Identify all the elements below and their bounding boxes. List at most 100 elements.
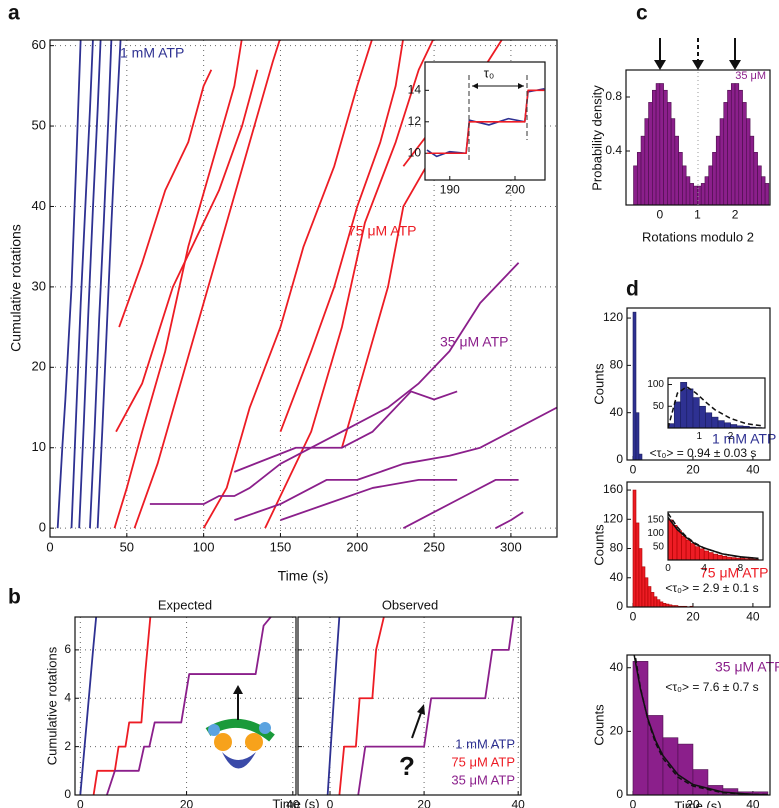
frame xyxy=(626,654,771,796)
annotation: τ₀ xyxy=(484,65,495,80)
y-axis-label: Counts xyxy=(591,524,606,566)
bar xyxy=(757,165,762,205)
trace xyxy=(70,40,94,529)
trace xyxy=(89,40,113,529)
x-tick-label: 0 xyxy=(656,207,663,221)
y-tick-label: 2 xyxy=(64,739,71,753)
y-axis-label: Cumulative rotations xyxy=(8,224,24,352)
trace xyxy=(234,406,557,521)
bar xyxy=(708,552,714,560)
y-tick-label: 40 xyxy=(610,660,624,674)
x-tick-label: 0 xyxy=(77,797,84,808)
x-tick-label: 0 xyxy=(327,797,334,808)
bar xyxy=(632,311,637,460)
chart: 0 20 40 0 2 4 6 Expected Time (s) Cumulative rota… xyxy=(44,597,319,808)
x-tick-label: 20 xyxy=(417,797,431,808)
y-tick-label: 50 xyxy=(653,541,665,552)
chart: 1 2 50 100 xyxy=(647,377,766,442)
bar xyxy=(638,453,643,460)
annotation: ? xyxy=(399,751,415,781)
bar xyxy=(698,405,706,428)
trace xyxy=(402,479,519,529)
bar xyxy=(727,89,732,205)
chart-title: Expected xyxy=(158,597,212,612)
y-tick-label: 120 xyxy=(603,310,623,324)
motor-cartoon xyxy=(205,685,275,769)
frame xyxy=(626,307,771,461)
x-axis-label: Rotations modulo 2 xyxy=(642,229,754,244)
trace xyxy=(279,40,404,432)
annotation: <τ₀> = 0.94 ± 0.03 s xyxy=(650,446,757,460)
bar xyxy=(694,546,700,560)
bar xyxy=(676,530,682,560)
panel-label: b xyxy=(8,586,21,609)
chart-title: Observed xyxy=(382,597,438,612)
frame xyxy=(667,377,766,429)
x-tick-label: 2 xyxy=(732,207,739,221)
bar xyxy=(693,185,698,205)
x-tick-label: 50 xyxy=(120,539,134,554)
bar xyxy=(753,152,758,205)
bar xyxy=(761,176,766,205)
x-tick-label: 20 xyxy=(686,797,700,808)
trace xyxy=(78,40,102,529)
y-tick-label: 150 xyxy=(647,515,664,526)
x-tick-label: 4 xyxy=(701,563,707,574)
bar xyxy=(640,135,646,205)
bar xyxy=(682,165,687,205)
x-tick-label: 8 xyxy=(738,563,744,574)
bar xyxy=(674,135,679,205)
y-tick-label: 0 xyxy=(64,787,71,801)
x-tick-label: 20 xyxy=(180,797,194,808)
y-tick-label: 50 xyxy=(32,117,46,132)
x-tick-label: 20 xyxy=(686,462,700,476)
y-tick-label: 60 xyxy=(32,37,46,52)
bar xyxy=(632,489,637,607)
legend-label: 35 μM ATP xyxy=(451,772,515,787)
x-tick-label: 200 xyxy=(346,539,368,554)
y-tick-label: 0 xyxy=(616,599,623,613)
x-tick-label: 40 xyxy=(746,797,760,808)
bar xyxy=(652,89,657,205)
x-tick-label: 1 xyxy=(697,431,703,442)
x-tick-label: 40 xyxy=(286,797,300,808)
y-tick-label: 0 xyxy=(616,787,623,801)
y-tick-label: 40 xyxy=(610,405,624,419)
trace xyxy=(338,617,385,795)
trace xyxy=(106,617,272,795)
fit-curve xyxy=(633,655,768,795)
chart: 0 20 40 1 mM ATP 75 μM ATP 35 μM ATP Observed? xyxy=(297,597,525,808)
bar xyxy=(749,135,755,205)
bar xyxy=(672,525,678,560)
trace xyxy=(79,617,98,795)
bar xyxy=(705,412,713,428)
trace xyxy=(495,511,524,529)
annotation: <τ₀> = 2.9 ± 0.1 s xyxy=(665,581,758,595)
data xyxy=(426,87,545,158)
chart: 0 20 40 0 20 40 35 μM ATP Time (s) Counts <τ₀> = … xyxy=(591,654,779,808)
frame xyxy=(424,61,546,181)
x-tick-label: 200 xyxy=(505,182,525,196)
x-tick-label: 2 xyxy=(728,431,734,442)
trace xyxy=(280,479,458,521)
frame xyxy=(667,511,764,561)
x-tick-label: 0 xyxy=(46,539,53,554)
trace xyxy=(113,40,243,529)
bar xyxy=(663,89,668,205)
series-label: 1 mM ATP xyxy=(712,431,776,447)
trace xyxy=(133,40,281,529)
x-tick-label: 150 xyxy=(270,539,292,554)
frame xyxy=(297,616,522,796)
y-tick-label: 20 xyxy=(610,724,624,738)
bar xyxy=(686,388,694,428)
bar xyxy=(692,769,709,795)
data xyxy=(79,617,272,795)
chart: 0 1 2 0.4 0.8 35 μM Rotations modulo 2 Probabil… xyxy=(589,69,771,244)
bar xyxy=(638,548,643,607)
series-label: 35 μM ATP xyxy=(715,659,779,675)
x-tick-label: 250 xyxy=(423,539,445,554)
y-axis-label: Counts xyxy=(591,363,606,405)
y-tick-label: 120 xyxy=(603,511,623,525)
